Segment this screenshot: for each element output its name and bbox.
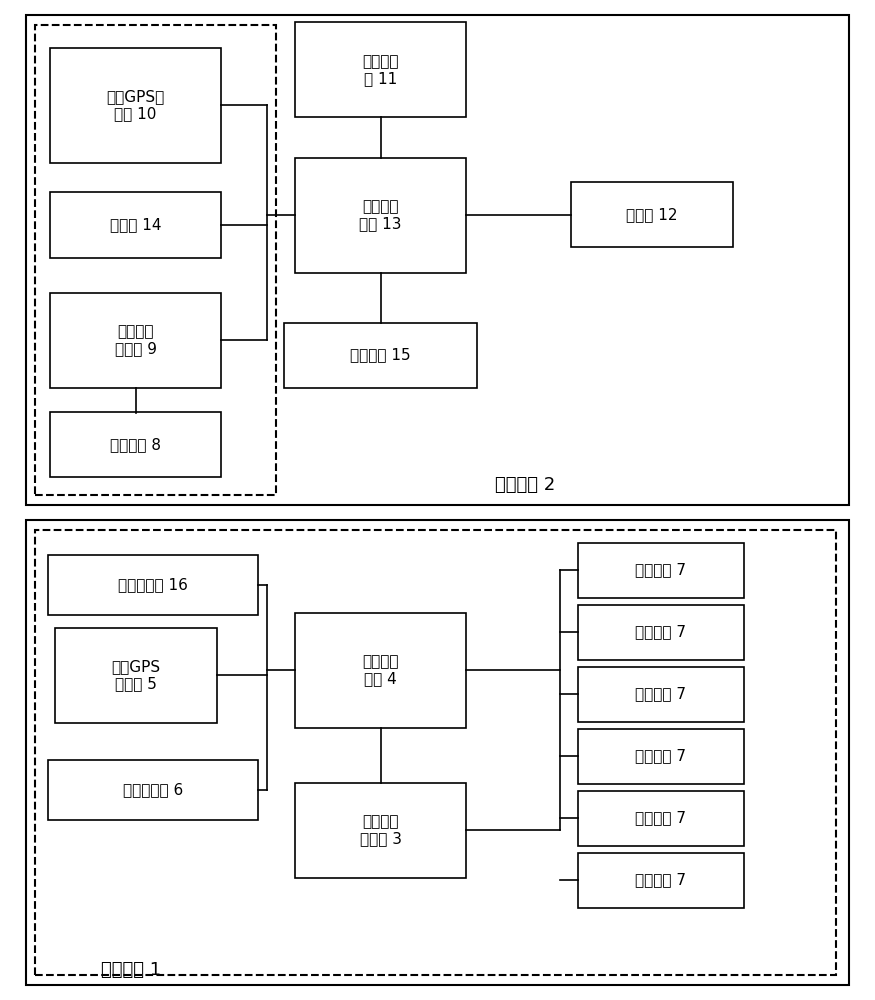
Bar — [578, 667, 744, 722]
Bar — [296, 157, 466, 272]
Text: 定向天线 7: 定向天线 7 — [635, 872, 686, 888]
Bar — [296, 782, 466, 878]
Text: 显示屏 12: 显示屏 12 — [626, 208, 677, 223]
Text: 第一存储器 6: 第一存储器 6 — [123, 782, 183, 798]
Text: 水位传感器 16: 水位传感器 16 — [118, 578, 188, 592]
Bar — [48, 760, 258, 820]
Text: 定向天线 7: 定向天线 7 — [635, 748, 686, 764]
Bar — [571, 182, 733, 247]
Text: 定向天线 7: 定向天线 7 — [635, 624, 686, 640]
Bar — [578, 542, 744, 598]
Text: 第一GPS
定位仪 5: 第一GPS 定位仪 5 — [111, 659, 160, 691]
Text: 定向天线 7: 定向天线 7 — [635, 562, 686, 578]
Text: 定向天线 7: 定向天线 7 — [635, 686, 686, 702]
Text: 第一微处
理器 4: 第一微处 理器 4 — [362, 654, 399, 686]
Bar — [35, 530, 836, 975]
Bar — [284, 322, 477, 387]
Text: 全向天线 8: 全向天线 8 — [110, 438, 161, 452]
Text: 第二GPS定
位仪 10: 第二GPS定 位仪 10 — [107, 89, 164, 121]
Bar — [296, 612, 466, 728]
Text: 第一无线
收发器 3: 第一无线 收发器 3 — [360, 814, 402, 846]
Bar — [35, 25, 276, 495]
Bar — [578, 790, 744, 846]
Text: 第二微处
理器 13: 第二微处 理器 13 — [360, 199, 402, 231]
Bar — [48, 555, 258, 615]
Bar — [578, 604, 744, 660]
Bar — [578, 728, 744, 784]
Bar — [54, 628, 217, 722]
Bar — [26, 520, 849, 985]
Bar — [296, 22, 466, 117]
Bar — [50, 292, 220, 387]
Text: 定向天线 7: 定向天线 7 — [635, 810, 686, 826]
Bar — [50, 47, 220, 162]
Text: 第二无线
收发器 9: 第二无线 收发器 9 — [115, 324, 157, 356]
Bar — [50, 192, 220, 257]
Text: 确认按钮 15: 确认按钮 15 — [350, 348, 411, 362]
Bar — [26, 15, 849, 505]
Bar — [578, 852, 744, 908]
Text: 报警器 14: 报警器 14 — [110, 218, 161, 232]
Text: 第二存储
器 11: 第二存储 器 11 — [362, 54, 399, 86]
Text: 桥梁终端 1: 桥梁终端 1 — [102, 961, 161, 979]
Bar — [50, 412, 220, 477]
Text: 船舶终端 2: 船舶终端 2 — [495, 476, 555, 494]
